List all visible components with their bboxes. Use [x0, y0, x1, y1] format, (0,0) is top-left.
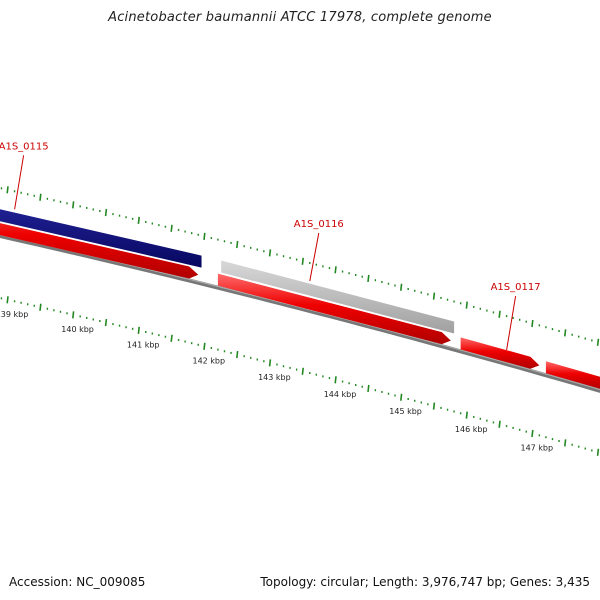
- inner-tick: [465, 411, 468, 419]
- kbp-tick-label: 140 kbp: [61, 325, 94, 334]
- outer-tick: [268, 249, 272, 257]
- kbp-tick-label: 142 kbp: [192, 356, 225, 365]
- inner-tick: [564, 439, 567, 447]
- kbp-tick-label: 145 kbp: [389, 407, 422, 416]
- gene-a1s-0117[interactable]: [460, 337, 540, 369]
- inner-tick: [268, 359, 272, 367]
- page-title: Acinetobacter baumannii ATCC 17978, comp…: [108, 10, 492, 25]
- inner-tick: [72, 311, 75, 319]
- leader-line: [14, 155, 25, 210]
- outer-tick: [564, 329, 567, 337]
- inner-tick: [334, 376, 337, 384]
- backbone-line: [0, 233, 600, 393]
- outer-tick: [72, 201, 75, 209]
- inner-tick: [367, 384, 370, 393]
- kbp-tick-label: 143 kbp: [258, 373, 291, 382]
- outer-tick: [104, 208, 108, 217]
- outer-tick: [301, 257, 304, 265]
- outer-tick: [531, 319, 534, 328]
- gene-a1s-0115[interactable]: [0, 184, 202, 268]
- inner-tick: [432, 402, 436, 410]
- inner-tick: [137, 326, 140, 334]
- outer-tick: [6, 186, 9, 194]
- gene-rev-1[interactable]: [0, 198, 199, 279]
- kbp-tick-label: 147 kbp: [520, 444, 553, 453]
- backbone: [0, 233, 600, 393]
- gene-label-a1s-0115[interactable]: A1S_0115: [0, 141, 49, 152]
- gene-label-a1s-0116[interactable]: A1S_0116: [294, 219, 344, 230]
- gene-rev-4[interactable]: [545, 361, 600, 389]
- genome-stats-label: Topology: circular; Length: 3,976,747 bp…: [260, 575, 590, 589]
- outer-tick: [432, 292, 436, 300]
- inner-tick: [170, 334, 173, 342]
- inner-tick: [498, 420, 501, 428]
- outer-tick: [170, 224, 173, 232]
- inner-tick: [301, 367, 304, 375]
- outer-tick: [367, 274, 370, 283]
- inner-tick: [531, 429, 534, 438]
- inner-tick: [104, 318, 108, 327]
- gene-a1s-0116[interactable]: [221, 260, 455, 334]
- inner-tick: [39, 303, 42, 311]
- outer-tick: [498, 310, 501, 318]
- outer-tick: [137, 216, 140, 224]
- leader-line: [506, 296, 517, 351]
- outer-tick: [465, 301, 468, 309]
- inner-tick: [596, 448, 600, 456]
- outer-tick: [596, 338, 600, 346]
- tick-marks: [0, 186, 600, 456]
- outer-tick: [334, 266, 337, 274]
- outer-tick: [400, 283, 403, 291]
- inner-tick: [400, 393, 403, 401]
- outer-tick: [39, 193, 42, 201]
- inner-tick: [236, 350, 239, 359]
- inner-tick: [203, 342, 206, 350]
- labels: 139 kbp 140 kbp 141 kbp 142 kbp 143 kbp 144 k…: [0, 141, 553, 452]
- gene-rev-2[interactable]: [217, 273, 451, 345]
- kbp-tick-label: 141 kbp: [127, 340, 160, 349]
- kbp-tick-label: 144 kbp: [324, 390, 357, 399]
- accession-label: Accession: NC_009085: [9, 575, 146, 589]
- leader-line: [309, 232, 320, 282]
- inner-tick: [6, 296, 9, 304]
- outer-tick: [203, 232, 206, 240]
- kbp-tick-label: 139 kbp: [0, 310, 28, 319]
- genes: [0, 184, 600, 389]
- kbp-tick-label: 146 kbp: [455, 425, 488, 434]
- outer-tick: [236, 240, 239, 249]
- gene-label-a1s-0117[interactable]: A1S_0117: [491, 282, 541, 293]
